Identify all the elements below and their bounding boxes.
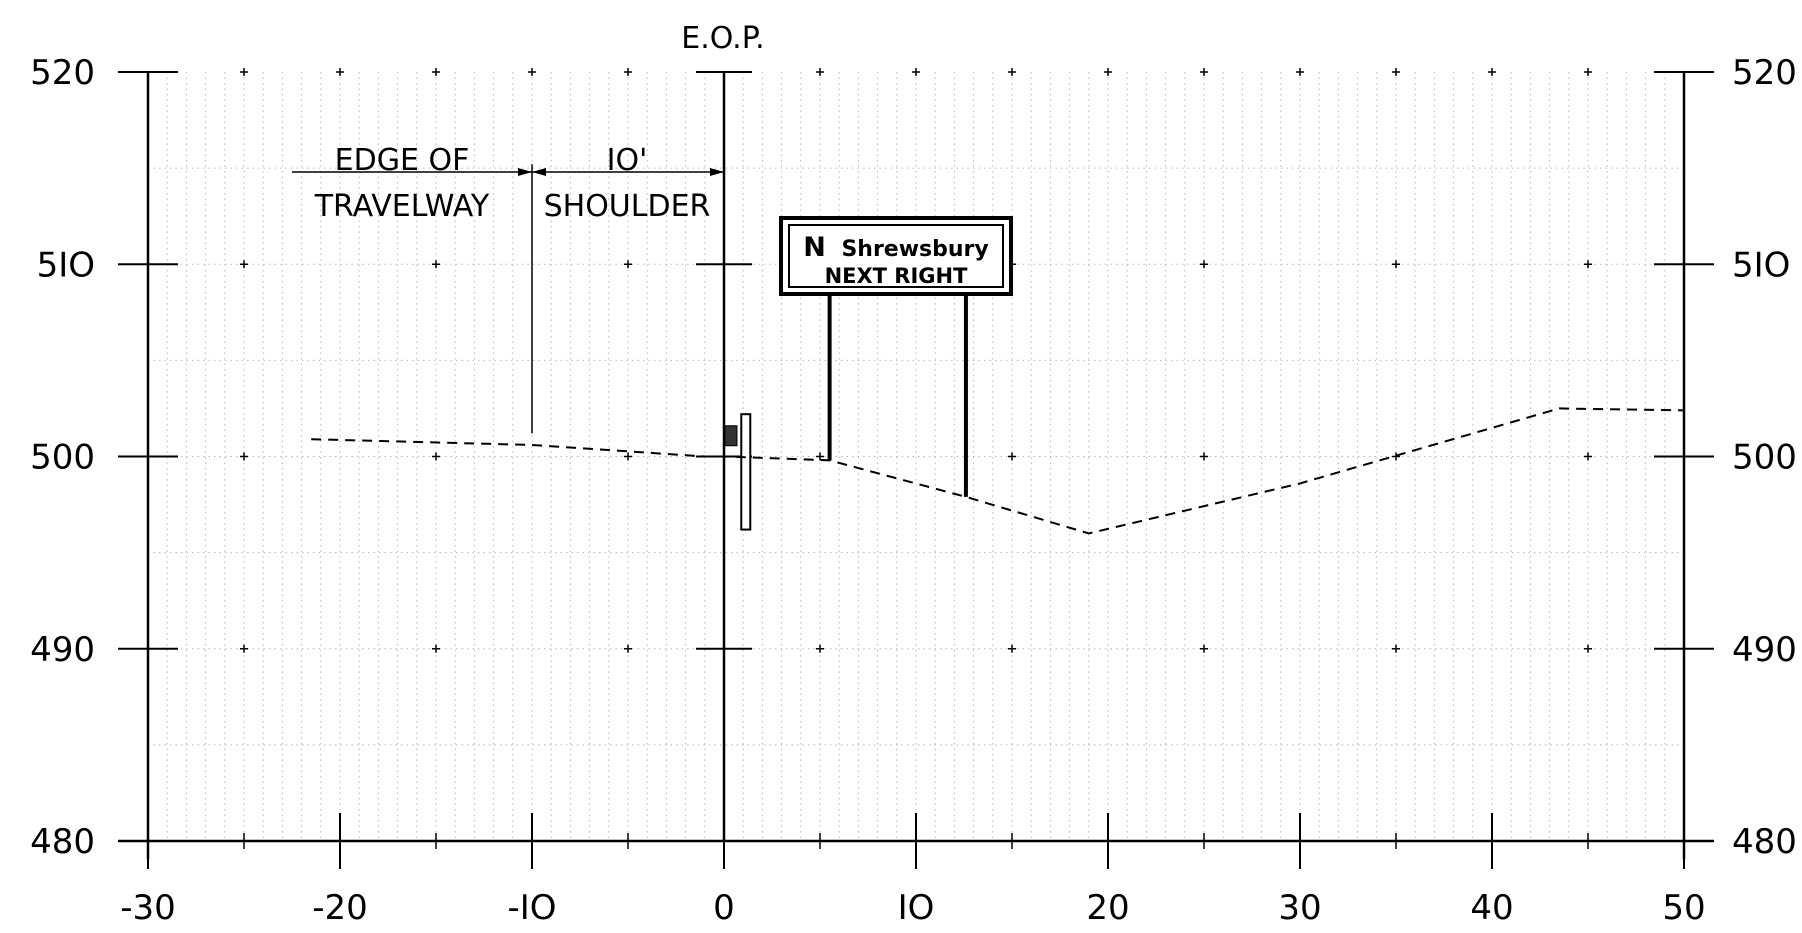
- y-axis-labels: 480 480 490 490 500 500 5IO 5IO 520 520: [30, 53, 1797, 862]
- dimension-arrow-right: [518, 167, 532, 176]
- grid-cross-marker: [432, 68, 440, 76]
- grid-cross-marker: [1584, 452, 1592, 461]
- x-axis-labels: -30 -20 -IO 0 IO 20 30 40 50: [120, 888, 1705, 928]
- grid-cross-marker: [1392, 260, 1400, 269]
- grid-cross-marker: [816, 68, 824, 76]
- sign-border: [788, 224, 1004, 288]
- grid-cross-marker: [240, 68, 248, 76]
- grid-cross-marker: [1200, 452, 1208, 461]
- y-tick-label-left: 520: [30, 53, 95, 93]
- y-tick-label-right: 520: [1732, 53, 1797, 93]
- grid-cross-marker: [1008, 68, 1016, 76]
- grid-cross-marker: [1296, 68, 1304, 76]
- y-tick-label-right: 490: [1732, 630, 1797, 670]
- grid-cross-marker: [912, 68, 920, 76]
- x-tick-label: 20: [1086, 888, 1129, 928]
- grid-cross-marker: [1584, 68, 1592, 76]
- dimension-annotations: EDGE OF TRAVELWAY IO' SHOULDER: [292, 143, 724, 434]
- x-tick-label: IO: [898, 888, 935, 928]
- grid-cross-marker: [1392, 452, 1400, 461]
- grid-cross-marker: [1392, 68, 1400, 76]
- grid-cross-marker: [240, 644, 248, 653]
- sign-line1: N Shrewsbury: [803, 232, 988, 263]
- eop-title: E.O.P.: [681, 21, 764, 56]
- shoulder-width-label: IO': [607, 143, 648, 178]
- x-tick-label: 30: [1278, 888, 1321, 928]
- sign-posts: [827, 294, 968, 497]
- grid-cross-marker: [624, 260, 632, 269]
- grid-cross-marker: [1008, 452, 1016, 461]
- y-tick-label-left: 490: [30, 630, 95, 670]
- grid-cross-marker: [432, 260, 440, 269]
- grid-cross-marker: [1008, 644, 1016, 653]
- x-tick-label: 0: [713, 888, 735, 928]
- y-tick-label-left: 500: [30, 438, 95, 478]
- dimension-arrow-left: [532, 167, 546, 176]
- grid-cross-marker: [432, 644, 440, 653]
- guide-sign: N Shrewsbury NEXT RIGHT: [779, 216, 1013, 296]
- grid-cross-marker: [336, 68, 344, 76]
- grid-cross-marker: [528, 68, 536, 76]
- grid-cross-marker: [624, 68, 632, 76]
- sign-street-name: Shrewsbury: [841, 237, 988, 262]
- sign-direction-letter: N: [803, 232, 826, 263]
- grid-cross-marker: [816, 644, 824, 653]
- grid-cross-marker: [1392, 644, 1400, 653]
- edge-marker: [724, 413, 752, 531]
- y-tick-label-right: 480: [1732, 822, 1797, 862]
- grid-cross-marker: [816, 452, 824, 461]
- ground-profile: [311, 407, 1685, 535]
- grid-cross-marker: [432, 452, 440, 461]
- ground-profile-line: [311, 407, 1685, 535]
- grid-cross-marker: [1200, 68, 1208, 76]
- grid-cross-marker: [624, 644, 632, 653]
- grid-cross-marker: [1488, 68, 1496, 76]
- edge-of-travelway-line1: EDGE OF: [335, 143, 470, 178]
- dimension-arrow-eop: [710, 167, 724, 176]
- x-tick-label: 50: [1662, 888, 1705, 928]
- y-tick-label-left: 480: [30, 822, 95, 862]
- edge-of-travelway-line2: TRAVELWAY: [314, 189, 490, 224]
- grid-cross-marker: [1200, 260, 1208, 269]
- y-tick-label-right: 5IO: [1732, 245, 1790, 285]
- grid-dots: [148, 68, 1684, 841]
- y-tick-label-left: 5IO: [37, 245, 95, 285]
- sign-panel: [779, 216, 1013, 296]
- x-tick-label: -30: [120, 888, 176, 928]
- grid-cross-marker: [240, 260, 248, 269]
- grid-cross-marker: [1200, 644, 1208, 653]
- y-tick-label-right: 500: [1732, 438, 1797, 478]
- grid-cross-marker: [240, 452, 248, 461]
- x-tick-label: -IO: [507, 888, 556, 928]
- grid-cross-marker: [1584, 644, 1592, 653]
- grid-cross-marker: [624, 452, 632, 461]
- grid-cross-marker: [1104, 68, 1112, 76]
- grid-cross-marker: [1584, 260, 1592, 269]
- sign-line2: NEXT RIGHT: [825, 264, 969, 288]
- x-tick-label: -20: [312, 888, 368, 928]
- delineator-post: [740, 413, 752, 531]
- shoulder-label: SHOULDER: [544, 189, 711, 224]
- delineator-reflector: [724, 425, 738, 447]
- x-tick-label: 40: [1470, 888, 1513, 928]
